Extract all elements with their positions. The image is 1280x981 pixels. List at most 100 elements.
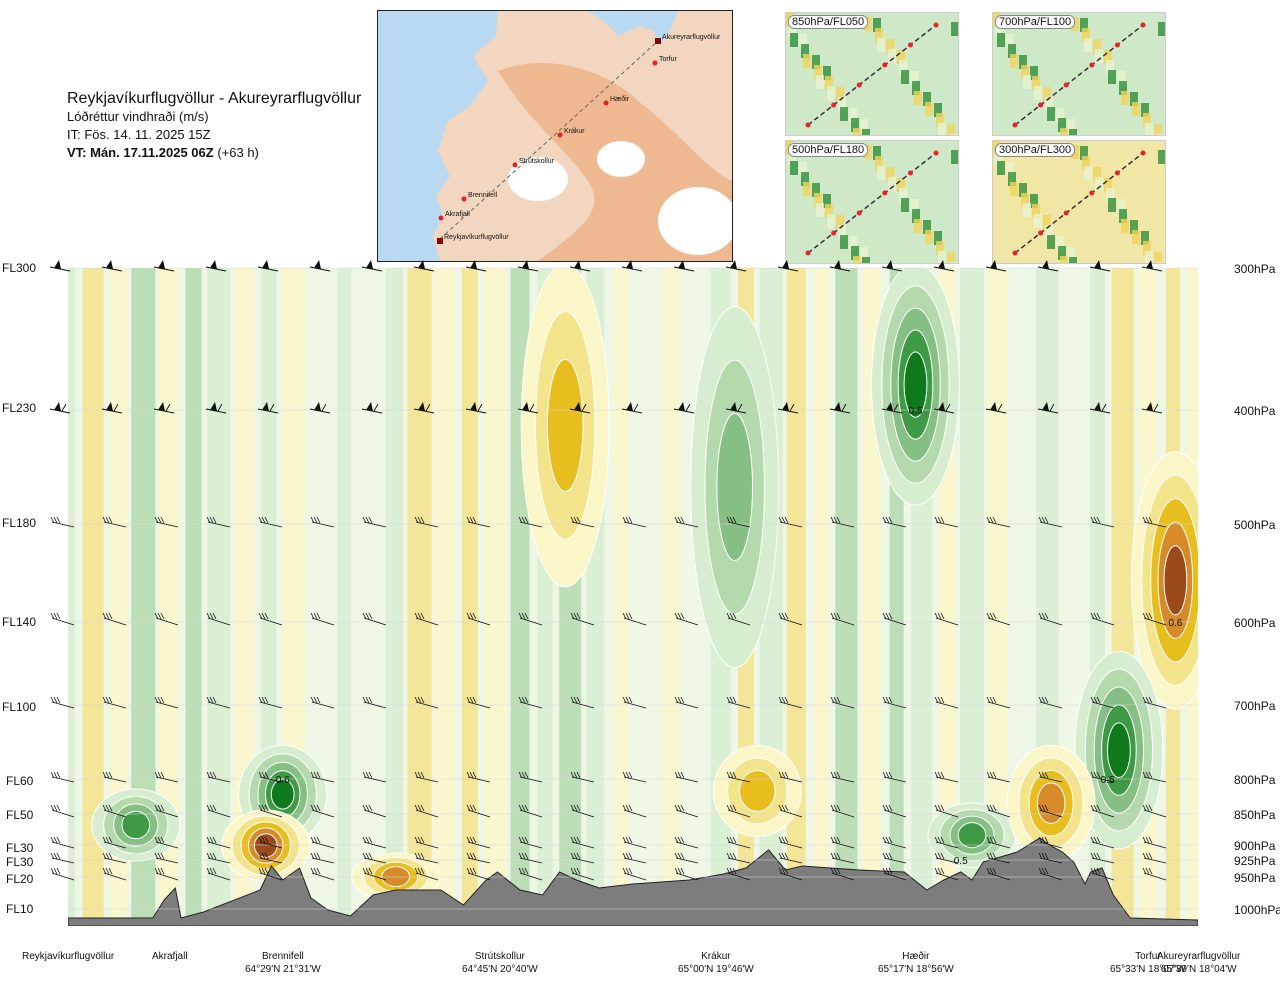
wind-barb xyxy=(985,260,1007,272)
map-glacier-3 xyxy=(658,187,732,255)
wind-barb xyxy=(1142,804,1167,818)
thumb-patch xyxy=(860,247,868,261)
wind-barb xyxy=(726,612,751,626)
thumb-patch xyxy=(790,161,798,175)
thumb-patch xyxy=(1154,124,1162,135)
thumb-patch xyxy=(1117,199,1125,213)
wind-barb xyxy=(205,402,227,414)
thumb-patch xyxy=(1030,194,1038,208)
velocity-stripe xyxy=(813,268,829,926)
thumb-patch xyxy=(1060,128,1068,135)
thumb-500[interactable]: 500hPa/FL180 xyxy=(785,140,959,264)
thumb-patch xyxy=(1108,198,1116,212)
velocity-stripe xyxy=(109,268,127,926)
thumb-700[interactable]: 700hPa/FL100 xyxy=(992,12,1166,136)
wind-barb xyxy=(882,516,907,528)
wind-barb xyxy=(206,836,231,849)
thumb-patch xyxy=(851,118,859,132)
thumb-patch xyxy=(1084,166,1092,180)
velocity-stripe xyxy=(483,268,507,926)
wind-barb xyxy=(621,260,643,272)
thumb-patch xyxy=(1069,257,1077,263)
valid-time-offset: (+63 h) xyxy=(217,145,259,160)
thumb-patch xyxy=(862,129,870,135)
thumb-patch xyxy=(925,102,933,116)
route-map-svg: Akureyrarflugvöllur Torfur Hæðir Krákur Strú… xyxy=(378,11,732,261)
thumb-patch xyxy=(1058,118,1066,132)
velocity-contour xyxy=(716,413,754,562)
thumb-point xyxy=(805,122,811,128)
thumb-patch xyxy=(788,151,796,165)
thumb-patch xyxy=(1021,193,1029,207)
wind-barb xyxy=(1090,852,1115,864)
thumb-patch xyxy=(840,235,848,249)
thumb-patch xyxy=(897,50,905,64)
wind-barb xyxy=(102,612,127,626)
thumb-patch xyxy=(949,134,957,135)
wind-barb xyxy=(882,771,907,783)
station-name: Krákur xyxy=(701,951,731,962)
thumb-patch xyxy=(1093,167,1101,181)
wind-barb xyxy=(1142,852,1167,864)
station-label: Strútskollur 64°45'N 20°40'W xyxy=(462,950,538,976)
thumb-patch xyxy=(1156,262,1164,263)
station-coord: 65°00'N 19°46'W xyxy=(678,964,754,975)
thumb-patch xyxy=(1067,247,1075,261)
wind-barb xyxy=(569,402,591,414)
wind-barb xyxy=(570,804,595,818)
wind-barb xyxy=(518,867,543,881)
thumb-patch xyxy=(1045,97,1053,111)
thumb-patch xyxy=(1010,182,1018,196)
thumb-patch xyxy=(1043,215,1051,229)
thumb-patch xyxy=(1143,241,1151,255)
thumb-patch xyxy=(938,123,946,135)
wind-barb xyxy=(518,804,543,818)
wind-barb xyxy=(258,836,283,849)
thumb-patch xyxy=(812,55,820,69)
thumb-patch xyxy=(914,219,922,233)
thumb-patch xyxy=(1008,172,1016,186)
thumb-patch xyxy=(1019,183,1027,197)
thumb-300[interactable]: 300hPa/FL300 xyxy=(992,140,1166,264)
wind-barb xyxy=(362,771,387,783)
thumb-point xyxy=(831,102,837,108)
thumb-patch xyxy=(1010,54,1018,68)
thumb-patch xyxy=(899,188,907,202)
right-axis-label: 600hPa xyxy=(1234,616,1276,630)
right-axis-label: 300hPa xyxy=(1234,262,1276,276)
thumb-patch xyxy=(801,44,809,58)
wind-barb xyxy=(1038,836,1063,849)
wind-barb xyxy=(1142,771,1167,783)
thumb-patch xyxy=(997,161,1005,175)
velocity-stripe xyxy=(461,268,478,926)
thumb-850[interactable]: 850hPa/FL050 xyxy=(785,12,959,136)
wind-barb xyxy=(154,804,179,818)
right-axis-label: 850hPa xyxy=(1234,808,1276,822)
velocity-stripe xyxy=(987,268,1008,926)
thumb-patch xyxy=(875,156,883,170)
map-route-line xyxy=(439,40,659,240)
wind-barb xyxy=(674,516,699,528)
thumb-patch xyxy=(934,231,942,245)
thumb-patch xyxy=(1021,65,1029,79)
wind-barb xyxy=(674,867,699,881)
wind-barb xyxy=(1141,402,1163,414)
wind-barb xyxy=(414,612,439,626)
map-point-marker xyxy=(512,162,518,168)
wind-barb xyxy=(49,402,71,414)
wind-barb xyxy=(829,260,851,272)
thumb-patch xyxy=(910,71,918,85)
left-axis-label: FL230 xyxy=(2,401,37,415)
thumb-point xyxy=(856,210,862,216)
wind-barb xyxy=(570,612,595,626)
wind-barb xyxy=(466,804,491,818)
wind-barb xyxy=(414,804,439,818)
wind-barb xyxy=(50,867,75,881)
thumb-patch xyxy=(1095,49,1103,63)
thumb-patch xyxy=(1104,178,1112,192)
wind-barb xyxy=(881,402,903,414)
thumb-patch xyxy=(910,199,918,213)
thumb-patch xyxy=(951,150,958,164)
thumb-patch xyxy=(901,70,909,84)
wind-barb xyxy=(50,612,75,626)
